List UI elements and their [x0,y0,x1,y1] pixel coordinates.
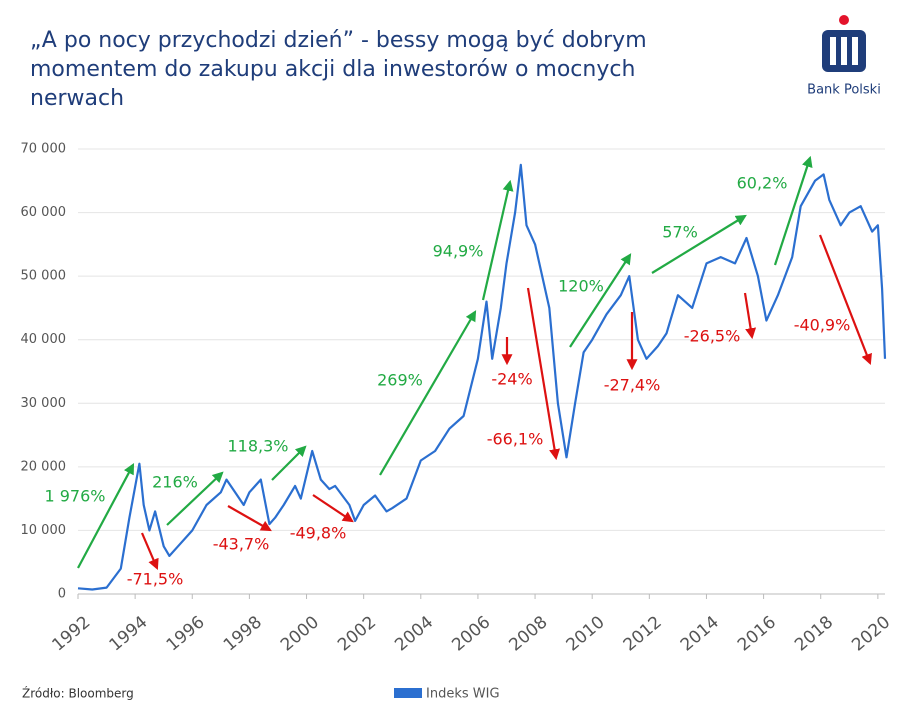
chart-title: „A po nocy przychodzi dzień” - bessy mog… [30,28,647,53]
annotation-arrow [77,463,135,569]
y-tick-label: 70 000 [21,142,67,157]
x-tick-label: 2018 [791,612,837,655]
annotation: -43,7% [213,535,270,554]
x-tick-label: 2020 [848,612,894,655]
source: Źródło: Bloomberg [22,686,134,701]
x-tick-label: 2010 [563,612,609,655]
x-tick-label: 1996 [163,612,209,655]
y-tick-label: 0 [58,587,66,602]
annotation: -24% [491,370,532,389]
y-tick-label: 20 000 [21,459,67,474]
annotation-arrow [569,253,632,348]
annotation: -40,9% [794,316,851,335]
annotation: -49,8% [290,524,347,543]
y-tick-label: 40 000 [21,332,67,347]
legend-label: Indeks WIG [426,687,500,702]
annotation: -26,5% [684,327,741,346]
annotation: 1 976% [44,487,105,506]
annotation: -27,4% [604,376,661,395]
annotation: 216% [152,473,198,492]
annotation-arrow [227,505,272,532]
x-tick-label: 1998 [220,612,266,655]
annotation-arrow [818,234,872,366]
annotation-arrow [743,292,757,340]
x-tick-label: 2000 [277,612,323,655]
x-tick-label: 2006 [448,612,494,655]
annotation-arrow [271,445,307,481]
annotation: 94,9% [433,242,484,261]
annotation: 60,2% [737,174,788,193]
x-tick-label: 2012 [620,612,666,655]
annotation: -66,1% [487,430,544,449]
annotation-arrow [166,471,224,526]
x-tick-label: 1992 [48,612,94,655]
x-tick-label: 1994 [106,612,152,655]
y-tick-label: 30 000 [21,396,67,411]
annotation: 57% [662,223,698,242]
y-tick-label: 50 000 [21,269,67,284]
x-tick-label: 2014 [677,612,723,655]
annotation-arrow [526,287,560,461]
annotation-arrow [140,532,159,571]
y-tick-label: 60 000 [21,205,67,220]
annotation-arrow [773,155,813,266]
chart-title: momentem do zakupu akcji dla inwestorów … [30,57,635,82]
annotation-arrow [481,179,514,301]
legend-swatch [394,688,422,698]
x-tick-label: 2008 [505,612,551,655]
y-tick-label: 10 000 [21,523,67,538]
annotation: 118,3% [227,437,288,456]
annotation: 269% [377,371,423,390]
logo [822,15,866,72]
x-tick-label: 2004 [391,612,437,655]
brand: Bank Polski [807,83,881,98]
x-tick-label: 2016 [734,612,780,655]
annotation: -71,5% [127,570,184,589]
annotation-arrow [379,310,477,476]
x-tick-label: 2002 [334,612,380,655]
annotation-arrow [312,494,354,523]
series-line [77,163,887,591]
chart-title: nerwach [30,86,124,111]
annotation-arrow [651,214,747,274]
annotation: 120% [558,277,604,296]
